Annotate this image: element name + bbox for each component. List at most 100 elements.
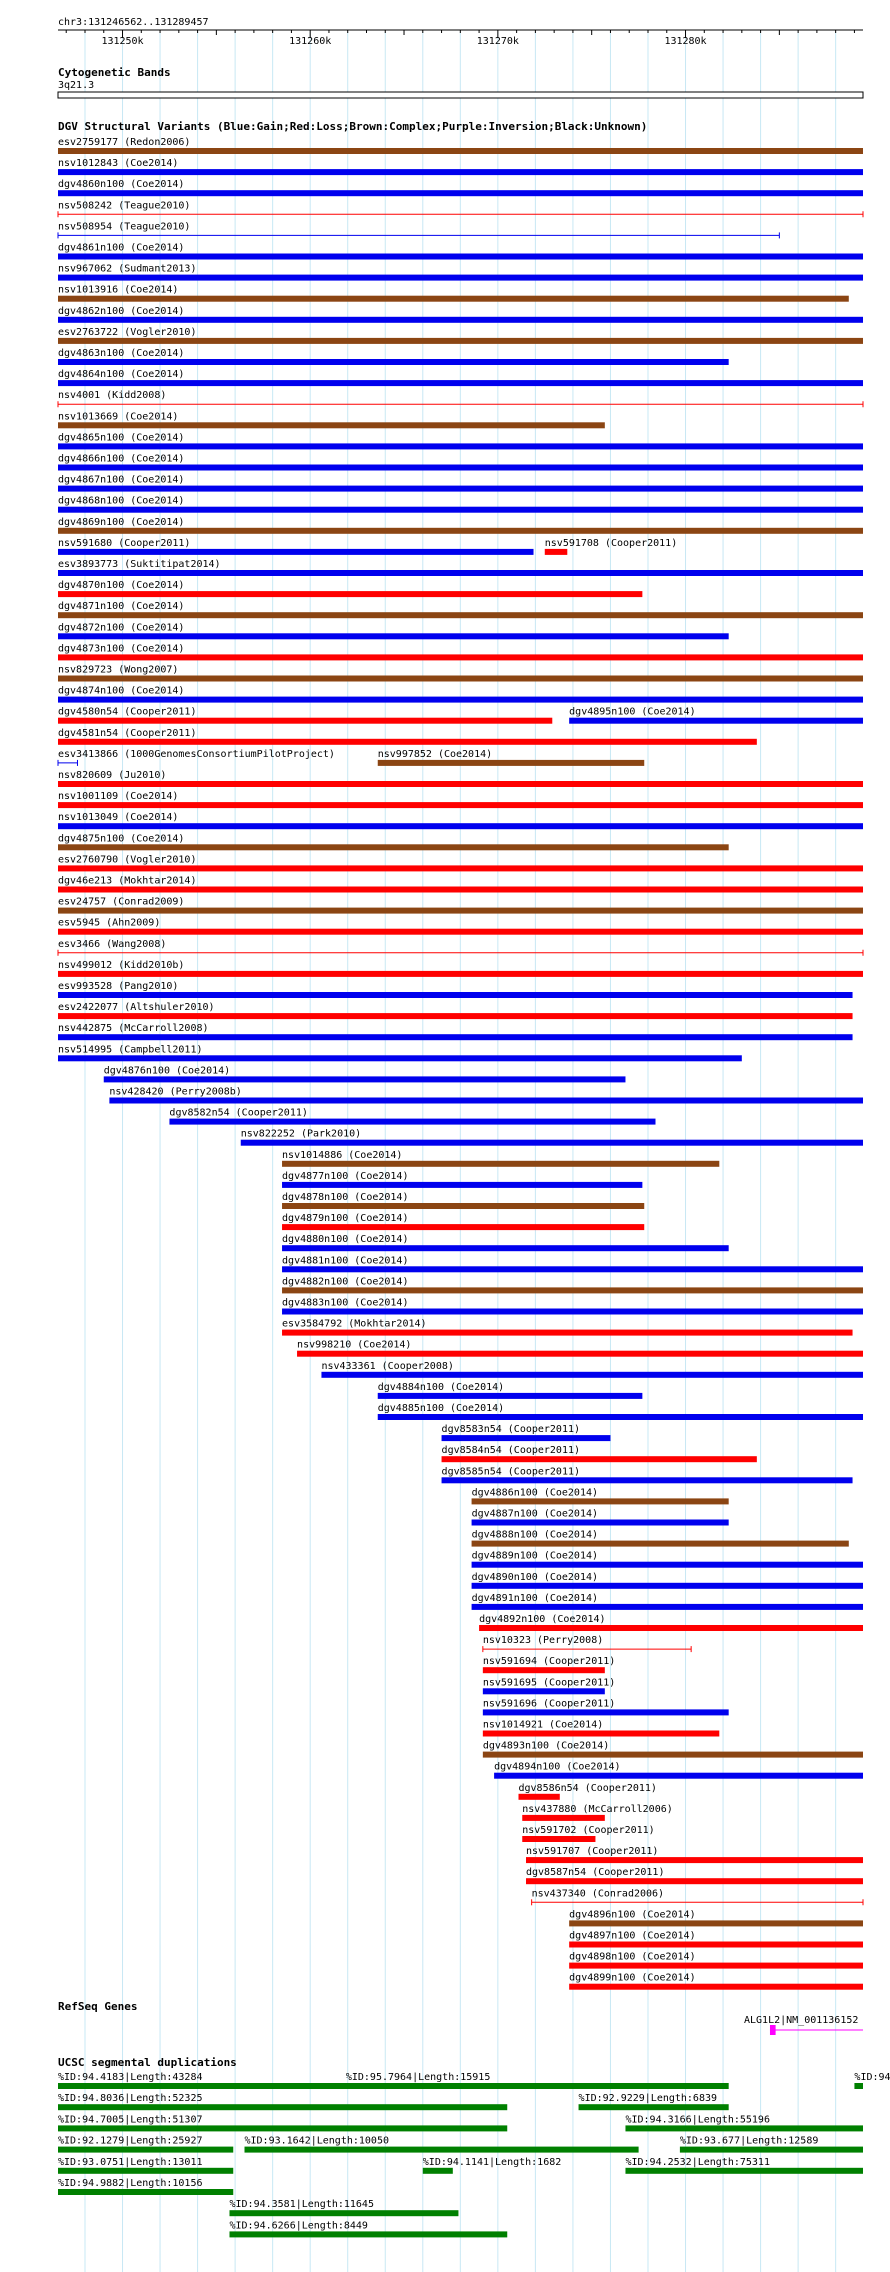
segdup-feature-bar[interactable] bbox=[229, 2210, 459, 2217]
dgv-feature-bar[interactable] bbox=[240, 1139, 863, 1146]
segdup-feature-bar[interactable] bbox=[58, 2104, 508, 2111]
dgv-feature-bar[interactable] bbox=[169, 1118, 656, 1125]
dgv-feature-bar[interactable] bbox=[58, 548, 534, 555]
dgv-feature-bar[interactable] bbox=[569, 1983, 863, 1990]
dgv-feature-bar[interactable] bbox=[569, 1941, 863, 1948]
dgv-feature-bar[interactable] bbox=[569, 717, 863, 724]
dgv-feature-bar[interactable] bbox=[58, 992, 853, 998]
dgv-feature-bar[interactable] bbox=[58, 907, 863, 914]
dgv-feature-bar[interactable] bbox=[58, 612, 863, 619]
dgv-feature-bar[interactable] bbox=[471, 1582, 863, 1589]
segdup-feature-bar[interactable] bbox=[422, 2167, 453, 2174]
segdup-feature-bar[interactable] bbox=[244, 2146, 639, 2153]
segdup-feature-bar[interactable] bbox=[625, 2167, 863, 2174]
dgv-feature-bar[interactable] bbox=[58, 844, 729, 851]
dgv-feature-bar[interactable] bbox=[58, 865, 863, 872]
dgv-feature-bar[interactable] bbox=[58, 380, 863, 387]
dgv-feature-bar[interactable] bbox=[58, 823, 863, 830]
dgv-feature-bar[interactable] bbox=[58, 570, 863, 576]
dgv-feature-bar[interactable] bbox=[58, 802, 863, 809]
dgv-feature-bar[interactable] bbox=[58, 1055, 742, 1062]
dgv-feature-bar[interactable] bbox=[526, 1878, 863, 1885]
dgv-feature-bar[interactable] bbox=[58, 169, 863, 176]
segdup-feature-bar[interactable] bbox=[854, 2083, 863, 2089]
dgv-feature-bar[interactable] bbox=[471, 1519, 729, 1526]
dgv-feature-bar[interactable] bbox=[482, 1730, 720, 1737]
dgv-feature-bar[interactable] bbox=[58, 675, 863, 682]
dgv-feature-bar[interactable] bbox=[522, 1836, 596, 1842]
dgv-feature-bar[interactable] bbox=[522, 1814, 605, 1821]
dgv-feature-bar[interactable] bbox=[109, 1097, 864, 1104]
dgv-feature-bar[interactable] bbox=[526, 1857, 863, 1864]
dgv-feature-bar[interactable] bbox=[377, 1414, 863, 1420]
dgv-feature-bar[interactable] bbox=[58, 654, 863, 661]
dgv-feature-bar[interactable] bbox=[58, 886, 863, 893]
dgv-feature-bar[interactable] bbox=[297, 1350, 864, 1357]
dgv-feature-bar[interactable] bbox=[471, 1498, 729, 1505]
dgv-feature-bar[interactable] bbox=[494, 1772, 863, 1779]
dgv-feature-bar[interactable] bbox=[471, 1561, 863, 1568]
segdup-feature-bar[interactable] bbox=[578, 2104, 729, 2111]
dgv-feature-bar[interactable] bbox=[58, 591, 643, 598]
dgv-feature-bar[interactable] bbox=[377, 759, 645, 766]
dgv-feature-bar[interactable] bbox=[377, 1392, 643, 1399]
dgv-feature-bar[interactable] bbox=[282, 1329, 853, 1336]
segdup-feature-bar[interactable] bbox=[229, 2231, 508, 2238]
dgv-feature-bar[interactable] bbox=[482, 1667, 605, 1674]
dgv-feature-bar[interactable] bbox=[103, 1076, 626, 1083]
dgv-feature-bar[interactable] bbox=[518, 1793, 560, 1800]
dgv-feature-bar[interactable] bbox=[58, 316, 863, 323]
dgv-feature-bar[interactable] bbox=[569, 1920, 863, 1927]
dgv-feature-bar[interactable] bbox=[58, 443, 863, 450]
dgv-feature-bar[interactable] bbox=[58, 527, 863, 534]
dgv-feature-bar[interactable] bbox=[441, 1456, 757, 1463]
dgv-feature-bar[interactable] bbox=[282, 1287, 863, 1294]
dgv-feature-bar[interactable] bbox=[441, 1477, 853, 1484]
dgv-feature-bar[interactable] bbox=[58, 1034, 853, 1041]
dgv-feature-bar[interactable] bbox=[482, 1688, 605, 1695]
dgv-feature-bar[interactable] bbox=[58, 506, 863, 513]
dgv-feature-bar[interactable] bbox=[58, 422, 605, 429]
dgv-feature-bar[interactable] bbox=[482, 1709, 729, 1716]
dgv-feature-bar[interactable] bbox=[58, 274, 863, 281]
dgv-feature-bar[interactable] bbox=[58, 781, 863, 787]
segdup-feature-bar[interactable] bbox=[679, 2146, 863, 2153]
dgv-feature-bar[interactable] bbox=[58, 464, 863, 471]
dgv-feature-bar[interactable] bbox=[471, 1603, 863, 1610]
dgv-feature-bar[interactable] bbox=[282, 1224, 645, 1231]
dgv-feature-bar[interactable] bbox=[544, 548, 568, 555]
gene-exon[interactable] bbox=[769, 2025, 776, 2035]
dgv-feature-bar[interactable] bbox=[482, 1751, 863, 1758]
dgv-feature-bar[interactable] bbox=[58, 633, 729, 640]
dgv-feature-bar[interactable] bbox=[58, 148, 863, 154]
dgv-feature-bar[interactable] bbox=[282, 1181, 643, 1188]
segdup-feature-bar[interactable] bbox=[58, 2083, 480, 2089]
dgv-feature-bar[interactable] bbox=[282, 1266, 863, 1273]
segdup-feature-bar[interactable] bbox=[58, 2146, 234, 2153]
dgv-feature-bar[interactable] bbox=[471, 1540, 849, 1547]
dgv-feature-bar[interactable] bbox=[58, 696, 863, 703]
dgv-feature-bar[interactable] bbox=[282, 1203, 645, 1209]
dgv-feature-bar[interactable] bbox=[282, 1308, 863, 1315]
dgv-feature-bar[interactable] bbox=[58, 190, 863, 197]
cytoband-ideogram[interactable] bbox=[57, 91, 864, 99]
segdup-feature-bar[interactable] bbox=[625, 2125, 863, 2132]
segdup-feature-bar[interactable] bbox=[345, 2083, 729, 2089]
segdup-feature-bar[interactable] bbox=[58, 2125, 508, 2132]
dgv-feature-bar[interactable] bbox=[58, 928, 863, 935]
dgv-feature-bar[interactable] bbox=[569, 1962, 863, 1969]
dgv-feature-bar[interactable] bbox=[58, 253, 863, 260]
dgv-feature-bar[interactable] bbox=[58, 359, 729, 365]
dgv-feature-bar[interactable] bbox=[282, 1160, 720, 1167]
dgv-feature-bar[interactable] bbox=[282, 1245, 729, 1252]
dgv-feature-bar[interactable] bbox=[58, 295, 849, 302]
dgv-feature-bar[interactable] bbox=[321, 1371, 863, 1378]
segdup-feature-bar[interactable] bbox=[58, 2167, 234, 2174]
dgv-feature-bar[interactable] bbox=[58, 485, 863, 492]
dgv-feature-bar[interactable] bbox=[441, 1435, 611, 1442]
dgv-feature-bar[interactable] bbox=[58, 970, 863, 977]
dgv-feature-bar[interactable] bbox=[479, 1625, 863, 1631]
dgv-feature-bar[interactable] bbox=[58, 738, 757, 745]
dgv-feature-bar[interactable] bbox=[58, 337, 863, 344]
segdup-feature-bar[interactable] bbox=[58, 2189, 234, 2195]
